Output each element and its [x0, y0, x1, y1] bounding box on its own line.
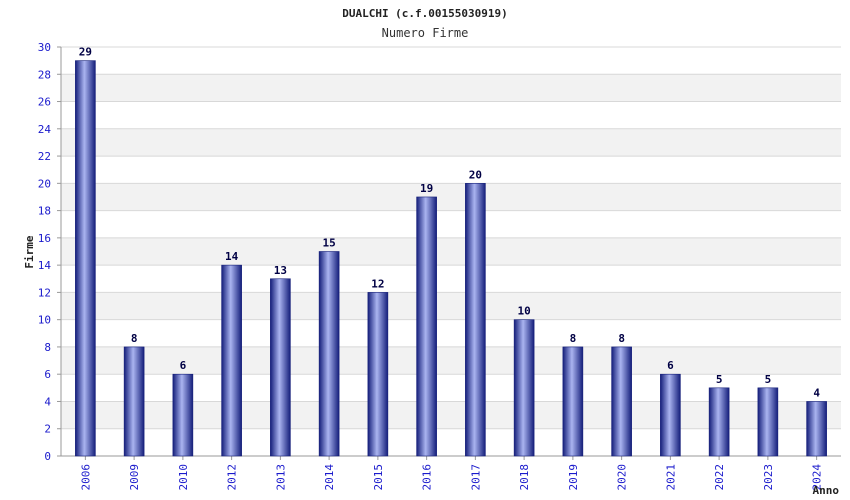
background-band — [61, 346, 841, 375]
chart-title: DUALCHI (c.f.00155030919) — [342, 7, 508, 20]
y-tick-label: 4 — [44, 395, 51, 408]
y-axis-label: Firme — [23, 235, 36, 268]
chart-subtitle: Numero Firme — [382, 26, 469, 40]
y-tick-label: 14 — [38, 259, 52, 272]
bar — [660, 373, 681, 457]
bar — [416, 196, 437, 457]
bar — [611, 346, 632, 457]
data-label: 19 — [420, 182, 433, 195]
y-tick-label: 24 — [38, 123, 52, 136]
x-tick-label: 2016 — [421, 464, 434, 491]
data-label: 14 — [225, 250, 239, 263]
bar — [708, 387, 730, 457]
y-tick-label: 6 — [44, 368, 51, 381]
data-labels: 29 8 6 14 13 15 12 19 20 10 8 8 6 5 5 4 — [79, 46, 821, 400]
y-tick-label: 22 — [38, 150, 51, 163]
data-label: 8 — [618, 332, 625, 345]
x-tick-label: 2015 — [372, 464, 385, 491]
bar — [806, 401, 827, 457]
x-tick-label: 2017 — [469, 464, 482, 491]
y-tick-label: 12 — [38, 286, 51, 299]
data-label: 8 — [131, 332, 138, 345]
x-tick-label: 2018 — [518, 464, 531, 491]
data-label: 29 — [79, 46, 92, 59]
plot-background-bands — [61, 74, 841, 429]
y-tick-label: 10 — [38, 314, 51, 327]
y-tick-label: 2 — [44, 423, 51, 436]
bar — [465, 183, 486, 457]
x-tick-label: 2009 — [128, 464, 141, 491]
bar — [270, 278, 291, 457]
x-tick-label: 2012 — [226, 464, 239, 491]
y-tick-label: 8 — [44, 341, 51, 354]
background-band — [61, 128, 841, 157]
y-tick-label: 30 — [38, 41, 51, 54]
data-label: 12 — [371, 277, 384, 290]
x-tick-label: 2021 — [664, 464, 677, 491]
bar — [757, 387, 779, 457]
bar — [562, 346, 584, 457]
x-axis-label: Anno — [813, 484, 840, 497]
data-label: 6 — [667, 359, 674, 372]
data-label: 6 — [180, 359, 187, 372]
data-label: 8 — [570, 332, 577, 345]
bar — [172, 373, 194, 457]
x-tick-label: 2023 — [762, 464, 775, 491]
background-band — [61, 292, 841, 320]
background-band — [61, 237, 841, 266]
data-label: 5 — [765, 373, 772, 386]
x-tick-label: 2013 — [274, 464, 287, 491]
x-tick-labels: 2006 2009 2010 2012 2013 2014 2015 2016 2017 2018… — [79, 464, 823, 491]
data-label: 5 — [716, 373, 723, 386]
x-tick-label: 2019 — [567, 464, 580, 491]
y-tick-label: 0 — [44, 450, 51, 463]
background-band — [61, 74, 841, 102]
bar — [367, 292, 389, 457]
y-tick-label: 16 — [38, 232, 51, 245]
x-tick-label: 2020 — [616, 464, 629, 491]
y-tick-label: 20 — [38, 177, 51, 190]
y-tick-label: 28 — [38, 68, 51, 81]
bars — [75, 60, 827, 457]
bar — [123, 346, 145, 457]
x-tick-label: 2010 — [177, 464, 190, 491]
data-label: 10 — [518, 305, 531, 318]
background-band — [61, 183, 841, 211]
y-tick-label: 26 — [38, 96, 51, 109]
y-tick-label: 18 — [38, 205, 51, 218]
bar — [318, 251, 340, 457]
data-label: 13 — [274, 264, 287, 277]
data-label: 15 — [323, 237, 336, 250]
bar — [221, 264, 242, 457]
data-label: 20 — [469, 168, 482, 181]
x-tick-label: 2006 — [79, 464, 92, 491]
bar — [513, 319, 535, 457]
data-label: 4 — [813, 386, 820, 399]
x-tick-label: 2014 — [323, 464, 336, 491]
bar — [75, 60, 96, 457]
x-tick-label: 2022 — [713, 464, 726, 491]
x-tick-label: 2024 — [811, 464, 824, 491]
